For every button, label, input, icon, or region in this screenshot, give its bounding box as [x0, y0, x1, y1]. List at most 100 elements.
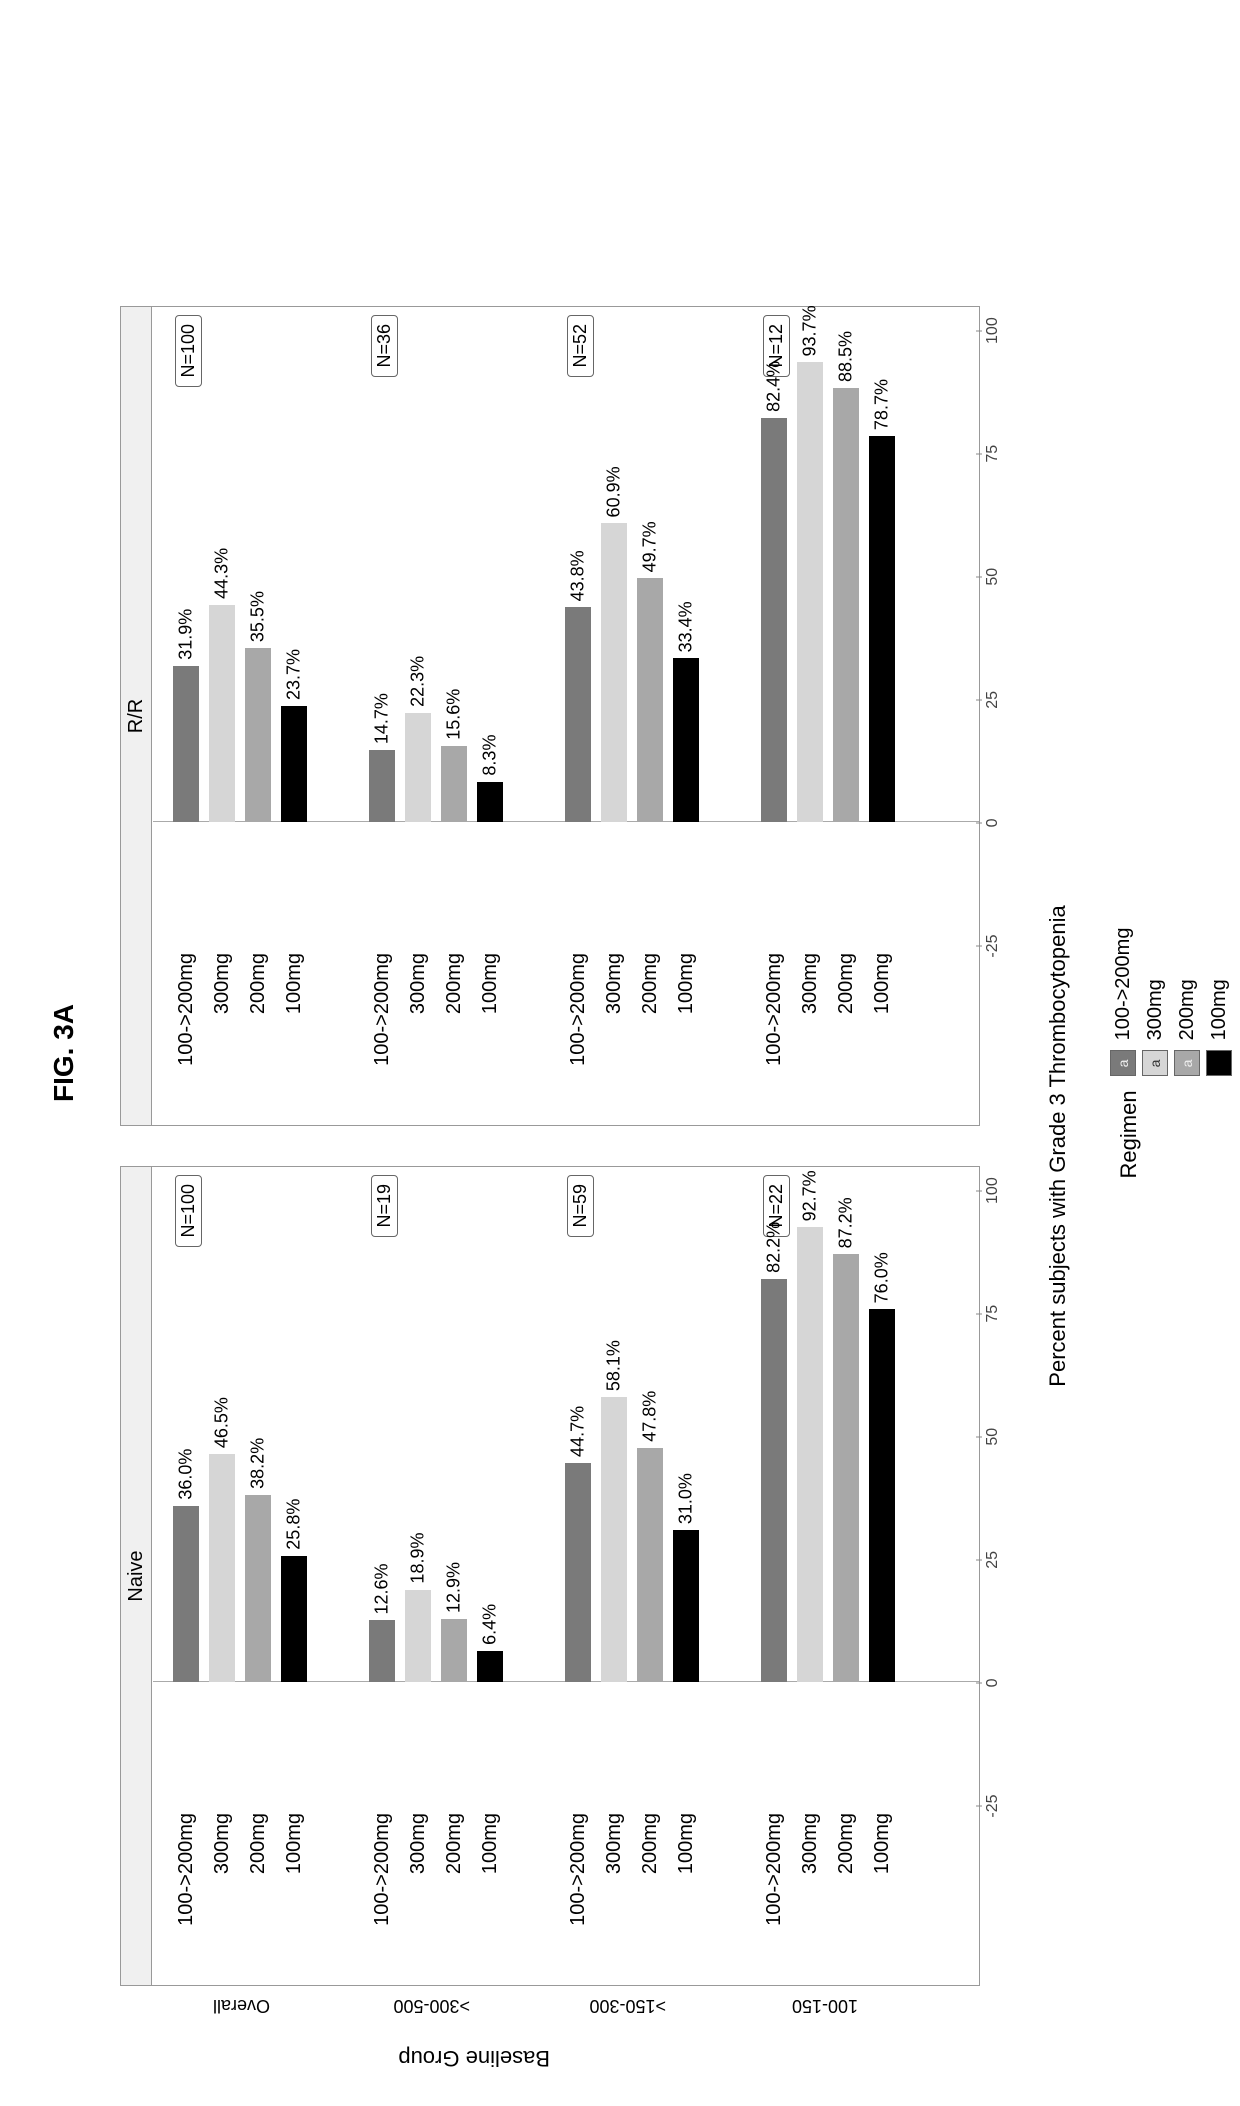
bar-row: 100mg23.7% [279, 307, 309, 1125]
group-overall: N=100100->200mg31.9%300mg44.3%200mg35.5%… [171, 307, 315, 1125]
legend-swatch: a [1110, 1050, 1136, 1076]
group-overall: N=100100->200mg36.0%300mg46.5%200mg38.2%… [171, 1167, 315, 1985]
bar-value-label: 6.4% [480, 1604, 501, 1651]
bar-track: 93.7% [795, 307, 825, 945]
x-tick-label: 0 [984, 818, 1002, 827]
bar-row: 300mg46.5% [207, 1167, 237, 1985]
bar-track: 12.9% [439, 1167, 469, 1805]
bar [797, 362, 823, 822]
x-tick-label: 50 [984, 1428, 1002, 1446]
group-g100_150: N=22100->200mg82.2%300mg92.7%200mg87.2%1… [759, 1167, 903, 1985]
bar-value-label: 58.1% [604, 1340, 625, 1397]
bar [637, 578, 663, 822]
regimen-label: 200mg [443, 1805, 466, 1985]
bar-track: 44.7% [563, 1167, 593, 1805]
regimen-label: 200mg [835, 945, 858, 1125]
chart-area: NaiveN=100100->200mg36.0%300mg46.5%200mg… [120, 306, 980, 1986]
regimen-label: 200mg [247, 1805, 270, 1985]
x-tick-label: 75 [984, 1305, 1002, 1323]
bar-row: 100->200mg14.7% [367, 307, 397, 1125]
legend-row: 100mg [1206, 928, 1232, 1077]
bar-value-label: 31.9% [176, 609, 197, 666]
x-axis-title: Percent subjects with Grade 3 Thrombocyt… [1045, 306, 1071, 1986]
regimen-label: 300mg [603, 945, 626, 1125]
bar-track: 88.5% [831, 307, 861, 945]
bar-row: 100mg31.0% [671, 1167, 701, 1985]
regimen-label: 100->200mg [175, 945, 198, 1125]
bar-track: 22.3% [403, 307, 433, 945]
regimen-label: 100mg [871, 1805, 894, 1985]
bar-row: 300mg18.9% [403, 1167, 433, 1985]
bar-value-label: 23.7% [284, 649, 305, 706]
x-axis: -250255075100-250255075100 [980, 306, 1040, 1986]
group-g150_300: N=52100->200mg43.8%300mg60.9%200mg49.7%1… [563, 307, 707, 1125]
x-tick-label: 100 [984, 317, 1002, 344]
bar-value-label: 8.3% [480, 735, 501, 782]
regimen-label: 100->200mg [371, 945, 394, 1125]
bar-row: 100->200mg44.7% [563, 1167, 593, 1985]
bar-track: 33.4% [671, 307, 701, 945]
bar-track: 58.1% [599, 1167, 629, 1805]
bar-value-label: 49.7% [640, 521, 661, 578]
regimen-label: 300mg [603, 1805, 626, 1985]
bar-value-label: 15.6% [444, 689, 465, 746]
bar-value-label: 38.2% [248, 1438, 269, 1495]
bar [441, 1619, 467, 1682]
x-tick-label: 50 [984, 568, 1002, 586]
bar-value-label: 78.7% [872, 379, 893, 436]
bar-row: 300mg44.3% [207, 307, 237, 1125]
bar-track: 18.9% [403, 1167, 433, 1805]
regimen-label: 100mg [675, 1805, 698, 1985]
bar-value-label: 33.4% [676, 601, 697, 658]
group-g300_500: N=19100->200mg12.6%300mg18.9%200mg12.9%1… [367, 1167, 511, 1985]
bar-track: 38.2% [243, 1167, 273, 1805]
bar-row: 200mg88.5% [831, 307, 861, 1125]
bar-value-label: 76.0% [872, 1252, 893, 1309]
bar [405, 713, 431, 822]
bar-row: 200mg35.5% [243, 307, 273, 1125]
bar-track: 92.7% [795, 1167, 825, 1805]
regimen-label: 100->200mg [175, 1805, 198, 1985]
bar-value-label: 36.0% [176, 1449, 197, 1506]
legend-label: 200mg [1176, 979, 1199, 1040]
legend-items: a100->200mga300mga200mg100mg [1110, 928, 1232, 1077]
bar-row: 200mg 38.2% [243, 1167, 273, 1985]
bar-row: 200mg87.2% [831, 1167, 861, 1985]
bar-track: 60.9% [599, 307, 629, 945]
bar-value-label: 47.8% [640, 1391, 661, 1448]
x-tick-label: -25 [984, 934, 1002, 957]
regimen-label: 300mg [211, 1805, 234, 1985]
bar [477, 782, 503, 823]
regimen-label: 200mg [639, 1805, 662, 1985]
legend: Regimen a100->200mga300mga200mg100mg [1110, 0, 1232, 2106]
bar-row: 300mg60.9% [599, 307, 629, 1125]
y-axis-title: Baseline Group [398, 2045, 550, 2071]
y-group-labels: Overall>300-500>150-300100-150 [152, 1996, 980, 2046]
bar-track: 46.5% [207, 1167, 237, 1805]
bar-track: 47.8% [635, 1167, 665, 1805]
bar-value-label: 12.9% [444, 1562, 465, 1619]
bar-track: 44.3% [207, 307, 237, 945]
bar-value-label: 93.7% [800, 305, 821, 362]
x-axis-panel: -250255075100 [980, 1166, 1040, 1986]
panel-naive: NaiveN=100100->200mg36.0%300mg46.5%200mg… [120, 1166, 980, 1986]
bar-track: 6.4% [475, 1167, 505, 1805]
bar [601, 523, 627, 822]
regimen-label: 100mg [283, 1805, 306, 1985]
bar [173, 666, 199, 823]
bar [245, 648, 271, 822]
legend-label: 300mg [1144, 979, 1167, 1040]
bar [209, 605, 235, 822]
bar [565, 607, 591, 822]
bar-row: 300mg93.7% [795, 307, 825, 1125]
bar-track: 82.2% [759, 1167, 789, 1805]
bar-track: 35.5% [243, 307, 273, 945]
x-tick-label: 25 [984, 691, 1002, 709]
bar-value-label: 44.7% [568, 1406, 589, 1463]
regimen-label: 100mg [871, 945, 894, 1125]
bar-track: 14.7% [367, 307, 397, 945]
group-g100_150: N=12100->200mg82.4%300mg93.7%200mg88.5%1… [759, 307, 903, 1125]
bar [369, 1620, 395, 1682]
panel-body: N=100100->200mg31.9%300mg44.3%200mg35.5%… [153, 307, 979, 1125]
bar [637, 1448, 663, 1683]
